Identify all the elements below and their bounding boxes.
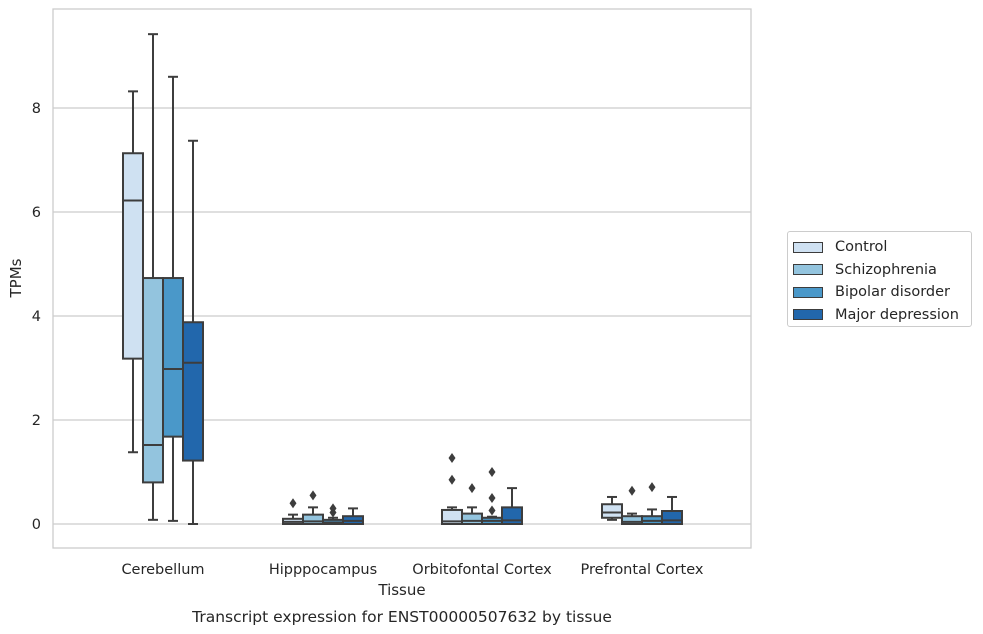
outlier-point bbox=[488, 505, 496, 516]
outlier-point bbox=[488, 467, 496, 477]
legend-item: Major depression bbox=[793, 304, 971, 327]
legend-label: Bipolar disorder bbox=[835, 284, 950, 301]
legend-swatch bbox=[793, 241, 823, 253]
box-iqr bbox=[461, 512, 483, 525]
x-tick-label: Hipppocampus bbox=[269, 562, 377, 578]
plot-frame bbox=[52, 8, 752, 549]
legend-item: Bipolar disorder bbox=[793, 281, 971, 304]
outlier-point bbox=[309, 490, 317, 501]
box-control bbox=[122, 90, 144, 454]
y-tick-label: 6 bbox=[32, 205, 41, 221]
box-iqr bbox=[142, 277, 164, 484]
box-series bbox=[122, 33, 683, 526]
box-iqr bbox=[122, 152, 144, 360]
box-schizophrenia bbox=[621, 485, 643, 526]
box-major-depression bbox=[501, 487, 523, 525]
box-bipolar-disorder bbox=[641, 482, 663, 526]
y-tick-label: 8 bbox=[32, 101, 41, 117]
box-iqr bbox=[302, 513, 324, 526]
y-axis-label: TPMs bbox=[7, 258, 25, 298]
legend-swatch bbox=[793, 309, 823, 321]
box-iqr bbox=[661, 510, 683, 525]
box-control bbox=[601, 495, 623, 521]
legend-label: Control bbox=[835, 239, 888, 256]
outlier-point bbox=[448, 452, 456, 463]
box-control bbox=[282, 498, 304, 525]
box-major-depression bbox=[182, 139, 204, 525]
x-tick-label: Orbitofontal Cortex bbox=[412, 562, 552, 578]
box-bipolar-disorder bbox=[322, 503, 344, 526]
legend-swatch bbox=[793, 286, 823, 298]
outlier-point bbox=[468, 483, 476, 494]
box-iqr bbox=[601, 503, 623, 519]
y-tick-label: 2 bbox=[32, 413, 41, 429]
x-tick-label: Prefrontal Cortex bbox=[581, 562, 704, 578]
x-tick-label: Cerebellum bbox=[121, 562, 204, 578]
box-major-depression bbox=[661, 495, 683, 525]
outlier-point bbox=[289, 498, 297, 509]
box-control bbox=[441, 452, 463, 525]
box-schizophrenia bbox=[302, 490, 324, 526]
box-iqr bbox=[182, 321, 204, 462]
x-axis-label: Tissue bbox=[377, 581, 425, 599]
chart-title: Transcript expression for ENST0000050763… bbox=[191, 608, 612, 626]
y-tick-label: 4 bbox=[32, 309, 41, 325]
legend-swatch bbox=[793, 264, 823, 276]
legend: Control Schizophrenia Bipolar disorder Majo… bbox=[787, 231, 972, 327]
y-tick-label: 0 bbox=[32, 517, 41, 533]
box-iqr bbox=[162, 277, 184, 438]
legend-item: Schizophrenia bbox=[793, 259, 971, 282]
y-tick-labels: 0 2 4 6 8 bbox=[32, 101, 41, 533]
box-schizophrenia bbox=[142, 33, 164, 521]
x-tick-labels: Cerebellum Hipppocampus Orbitofontal Corte… bbox=[121, 562, 703, 578]
box-bipolar-disorder bbox=[162, 75, 184, 522]
outlier-point bbox=[448, 474, 456, 485]
outlier-point bbox=[628, 485, 636, 496]
legend-label: Major depression bbox=[835, 306, 959, 323]
box-major-depression bbox=[342, 507, 364, 526]
outlier-point bbox=[329, 503, 337, 514]
box-schizophrenia bbox=[461, 483, 483, 525]
outlier-point bbox=[488, 493, 496, 503]
outlier-point bbox=[648, 482, 656, 493]
box-bipolar-disorder bbox=[481, 467, 503, 526]
legend-label: Schizophrenia bbox=[835, 261, 937, 278]
box-iqr bbox=[501, 506, 523, 525]
legend-item: Control bbox=[793, 236, 971, 259]
